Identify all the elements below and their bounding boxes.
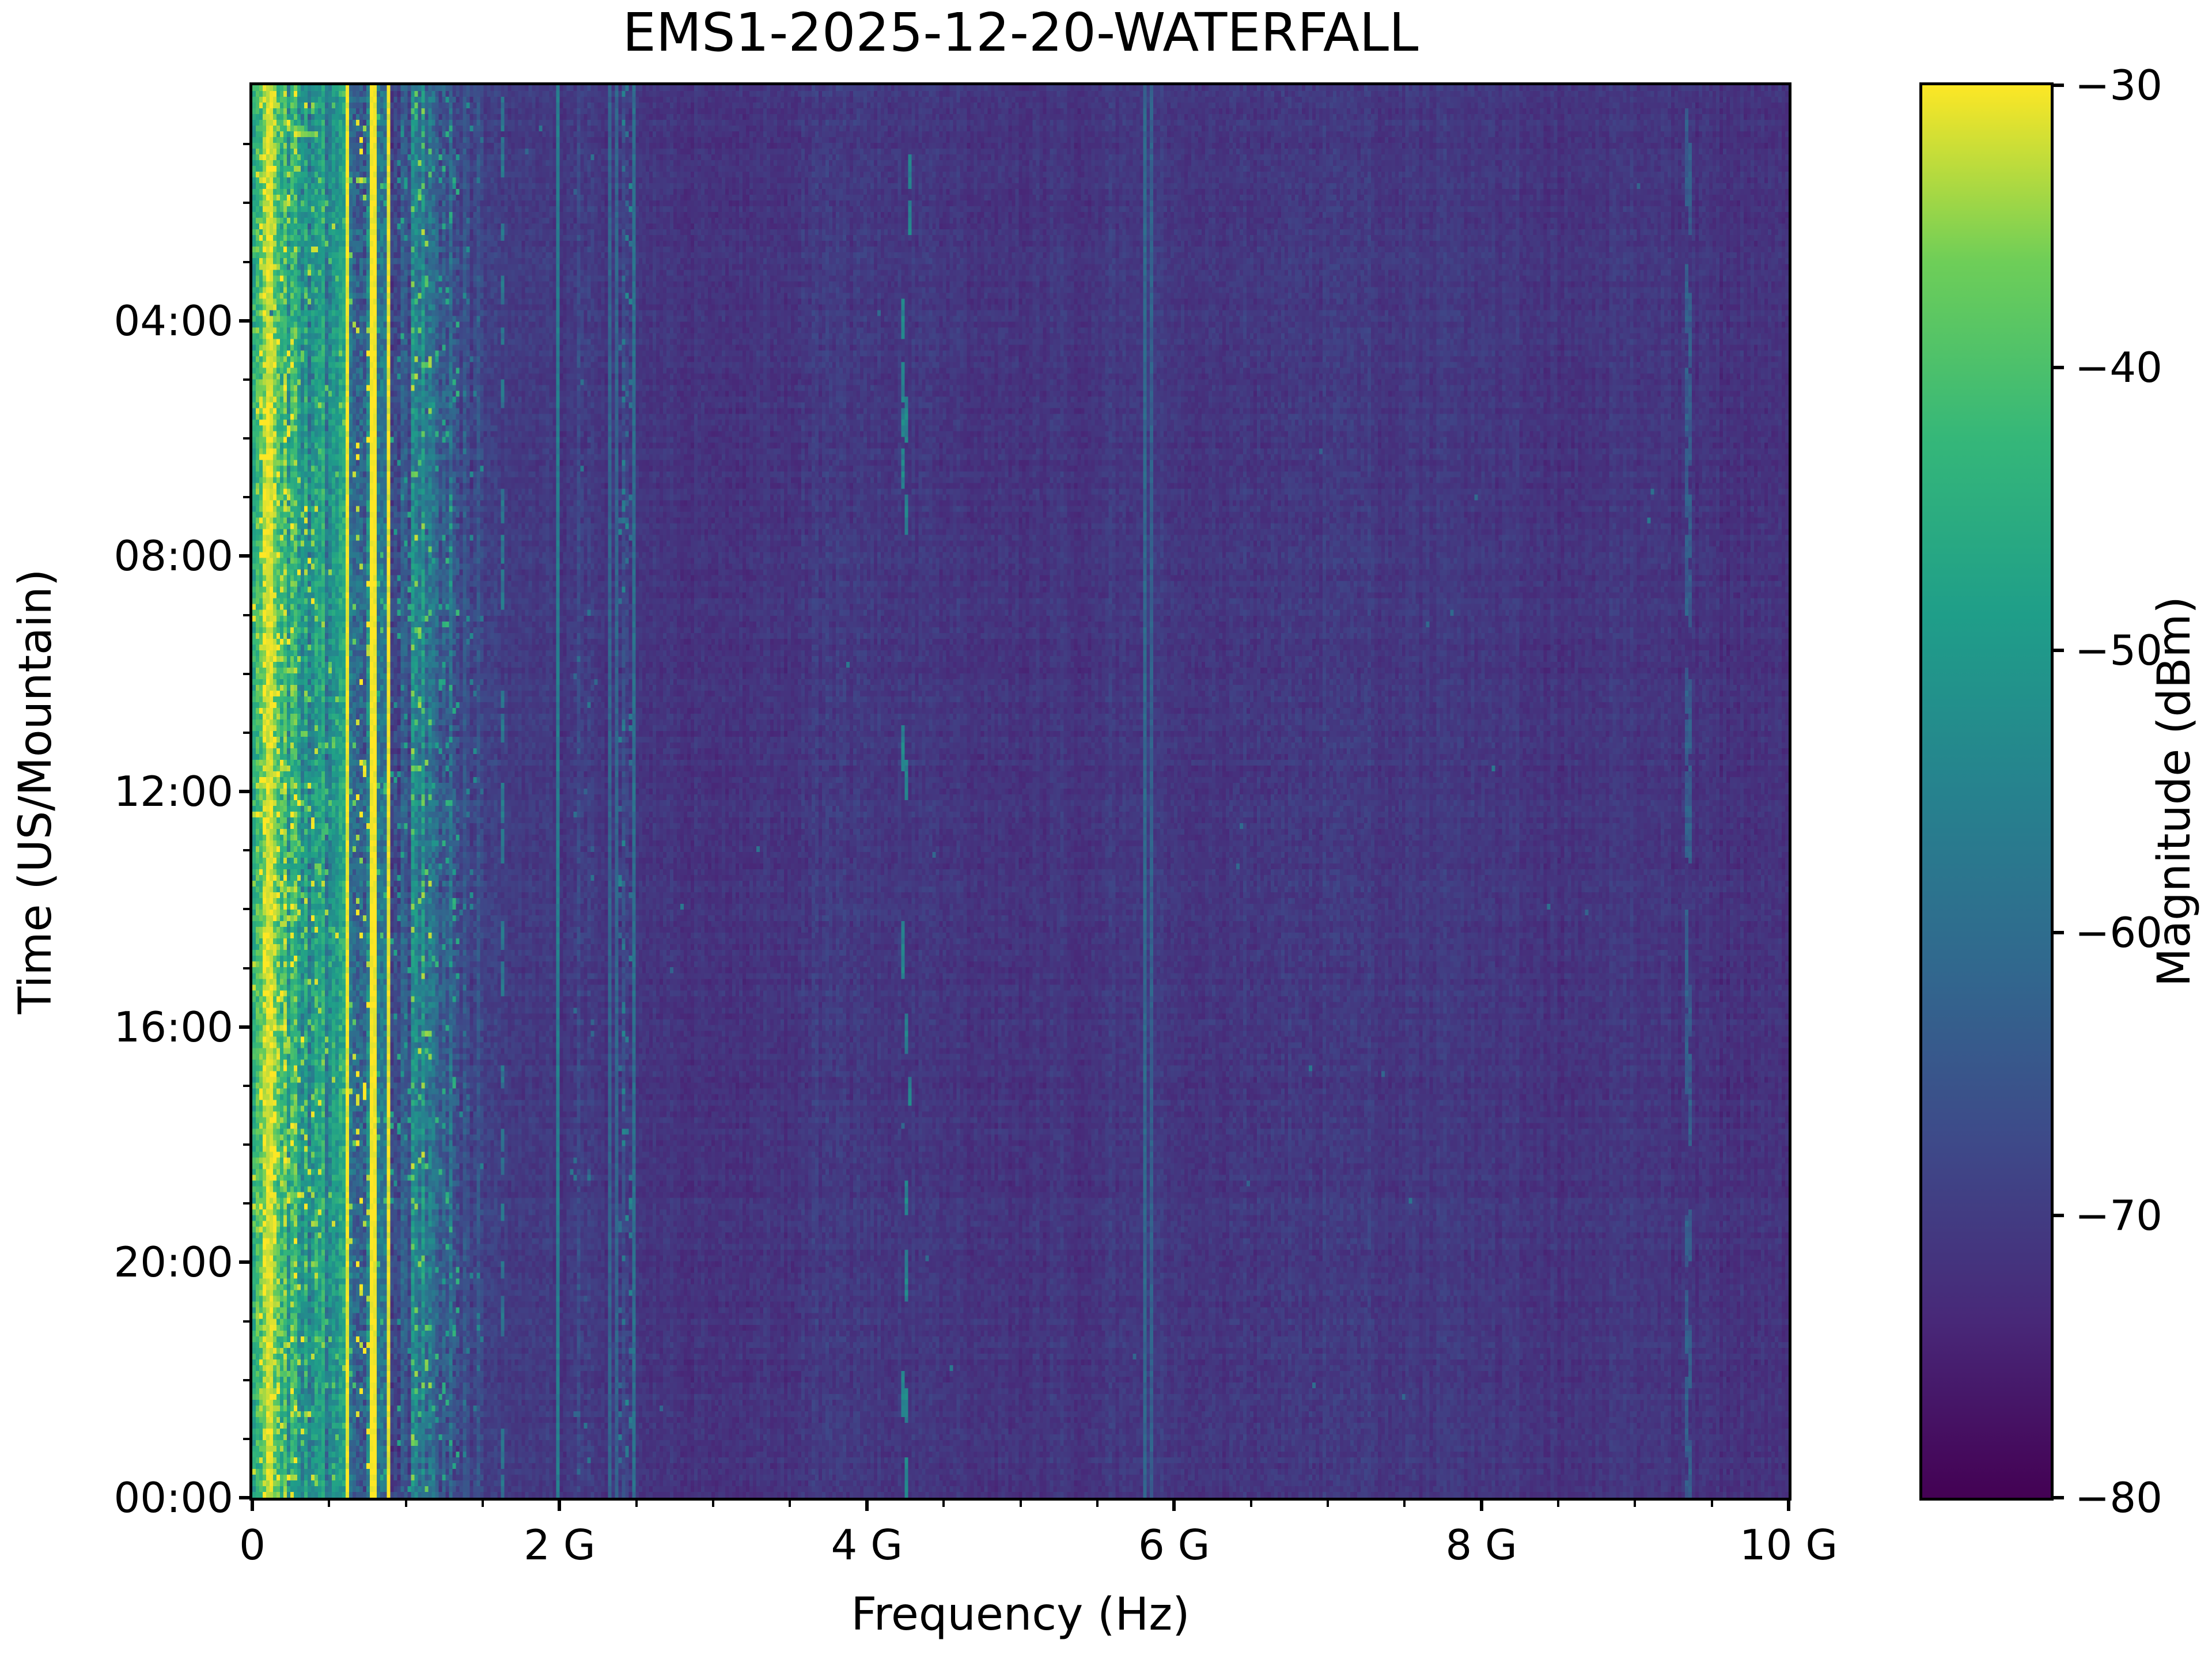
x-major-tick (1172, 1501, 1176, 1511)
x-minor-tick (1634, 1501, 1637, 1507)
x-minor-tick (1019, 1501, 1022, 1507)
x-minor-tick (789, 1501, 791, 1507)
x-tick-label: 6 G (1138, 1521, 1210, 1569)
x-tick-label: 0 (239, 1521, 266, 1569)
x-minor-tick (482, 1501, 484, 1507)
y-major-tick (239, 554, 249, 558)
y-minor-tick (243, 849, 249, 852)
x-axis-label: Frequency (Hz) (851, 1589, 1190, 1641)
y-minor-tick (243, 496, 249, 499)
y-minor-tick (243, 437, 249, 440)
colorbar-tick-label: −40 (2075, 343, 2162, 392)
x-tick-label: 10 G (1739, 1521, 1838, 1569)
x-minor-tick (404, 1501, 407, 1507)
y-minor-tick (243, 613, 249, 616)
y-major-tick (239, 1260, 249, 1264)
x-minor-tick (1403, 1501, 1406, 1507)
x-tick-label: 4 G (831, 1521, 903, 1569)
x-major-tick (1787, 1501, 1790, 1511)
colorbar-tick-label: −30 (2075, 61, 2162, 109)
heatmap-plot-area (249, 82, 1791, 1501)
colorbar-tick (2054, 1213, 2064, 1217)
y-minor-tick (243, 1084, 249, 1087)
x-minor-tick (1710, 1501, 1713, 1507)
colorbar-tick (2054, 931, 2064, 935)
x-tick-label: 2 G (524, 1521, 596, 1569)
y-tick-label: 04:00 (113, 296, 234, 345)
y-minor-tick (243, 1437, 249, 1440)
colorbar-tick-label: −70 (2075, 1191, 2162, 1240)
x-minor-tick (635, 1501, 638, 1507)
y-minor-tick (243, 967, 249, 969)
y-minor-tick (243, 731, 249, 734)
colorbar-gradient (1922, 85, 2051, 1498)
x-tick-label: 8 G (1445, 1521, 1517, 1569)
y-minor-tick (243, 908, 249, 911)
y-major-tick (239, 1496, 249, 1499)
x-minor-tick (1096, 1501, 1099, 1507)
chart-title: EMS1-2025-12-20-WATERFALL (622, 2, 1419, 63)
y-axis-label: Time (US/Mountain) (10, 569, 62, 1014)
y-tick-label: 20:00 (113, 1238, 234, 1287)
y-minor-tick (243, 1202, 249, 1205)
y-minor-tick (243, 672, 249, 675)
colorbar-tick-label: −50 (2075, 626, 2162, 675)
x-major-tick (558, 1501, 562, 1511)
x-major-tick (1479, 1501, 1483, 1511)
colorbar-tick (2054, 84, 2064, 87)
waterfall-heatmap-canvas (252, 85, 1789, 1498)
y-minor-tick (243, 1320, 249, 1323)
y-minor-tick (243, 1143, 249, 1146)
y-tick-label: 00:00 (113, 1474, 234, 1522)
x-minor-tick (1326, 1501, 1329, 1507)
y-tick-label: 16:00 (113, 1002, 234, 1051)
y-minor-tick (243, 202, 249, 204)
x-minor-tick (942, 1501, 945, 1507)
x-major-tick (251, 1501, 254, 1511)
y-major-tick (239, 790, 249, 793)
x-major-tick (865, 1501, 869, 1511)
y-minor-tick (243, 1378, 249, 1381)
y-tick-label: 12:00 (113, 767, 234, 816)
colorbar-tick (2054, 648, 2064, 652)
y-tick-label: 08:00 (113, 532, 234, 581)
y-major-tick (239, 319, 249, 323)
y-minor-tick (243, 143, 249, 146)
y-major-tick (239, 1025, 249, 1029)
x-minor-tick (1556, 1501, 1559, 1507)
colorbar-tick (2054, 1496, 2064, 1499)
colorbar-tick-label: −60 (2075, 908, 2162, 957)
x-minor-tick (328, 1501, 331, 1507)
x-minor-tick (712, 1501, 715, 1507)
colorbar-tick (2054, 366, 2064, 370)
colorbar-tick-label: −80 (2075, 1474, 2162, 1522)
y-minor-tick (243, 378, 249, 381)
colorbar (1919, 82, 2054, 1501)
y-minor-tick (243, 260, 249, 263)
x-minor-tick (1249, 1501, 1252, 1507)
